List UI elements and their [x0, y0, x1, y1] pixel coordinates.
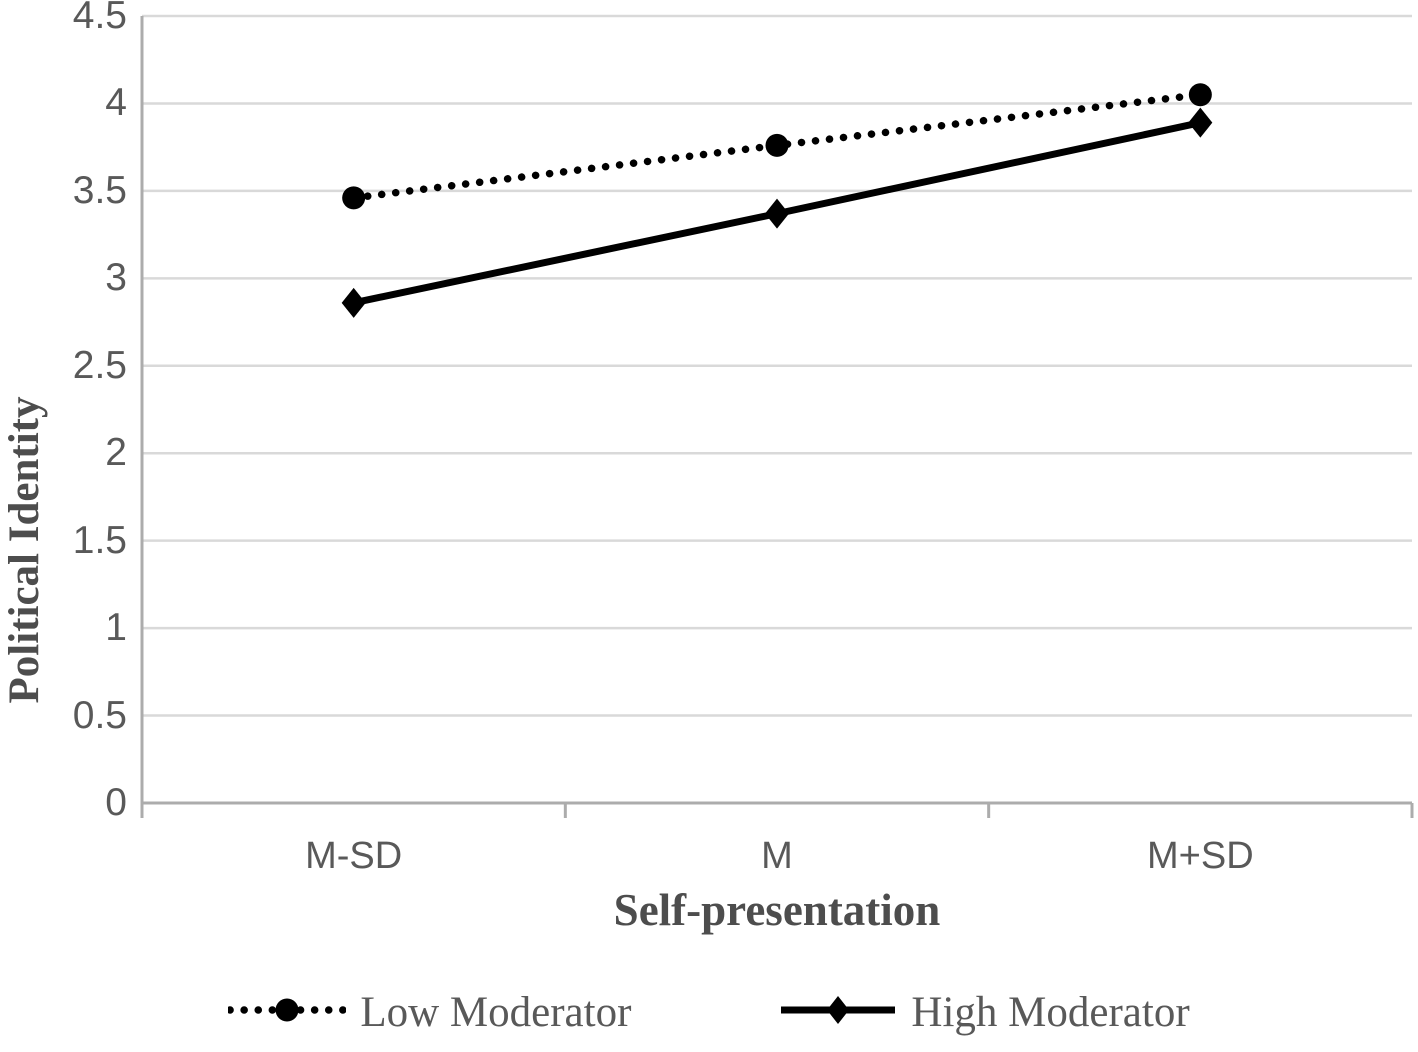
x-axis-title: Self-presentation	[613, 885, 941, 935]
legend-swatch-graphic	[226, 998, 349, 1022]
y-tick-label: 4.5	[72, 0, 127, 37]
x-category-label: M+SD	[1147, 835, 1254, 877]
y-tick-label: 0	[105, 781, 127, 824]
data-point-diamond	[765, 198, 789, 229]
y-tick-label: 1.5	[72, 518, 127, 562]
y-tick-label: 1	[105, 606, 127, 650]
legend-label: High Moderator	[911, 989, 1190, 1036]
data-point-diamond	[341, 287, 366, 318]
y-tick-label: 0.5	[72, 693, 127, 737]
y-tick-label: 4	[105, 81, 127, 125]
data-point-circle	[342, 186, 366, 210]
legend-swatch-graphic	[781, 996, 896, 1024]
x-category-label: M	[761, 835, 793, 877]
y-tick-label: 2.5	[72, 343, 127, 387]
y-tick-label: 3.5	[72, 168, 127, 212]
legend-label: Low Moderator	[360, 989, 632, 1036]
dotted-line-circle-marker-icon	[226, 993, 349, 1032]
solid-line-diamond-marker-icon	[779, 993, 897, 1032]
x-category-label: M-SD	[305, 835, 403, 877]
y-axis-title: Political Identity	[1, 396, 48, 704]
legend-item-low-moderator: Low Moderator	[226, 988, 632, 1037]
data-point-circle	[765, 133, 789, 157]
legend: Low Moderator High Moderator	[0, 988, 1418, 1037]
legend-item-high-moderator: High Moderator	[779, 988, 1190, 1037]
y-tick-label: 2	[105, 431, 127, 475]
y-tick-label: 3	[105, 256, 127, 300]
data-point-diamond	[1188, 107, 1213, 138]
data-point-circle	[1188, 83, 1212, 107]
